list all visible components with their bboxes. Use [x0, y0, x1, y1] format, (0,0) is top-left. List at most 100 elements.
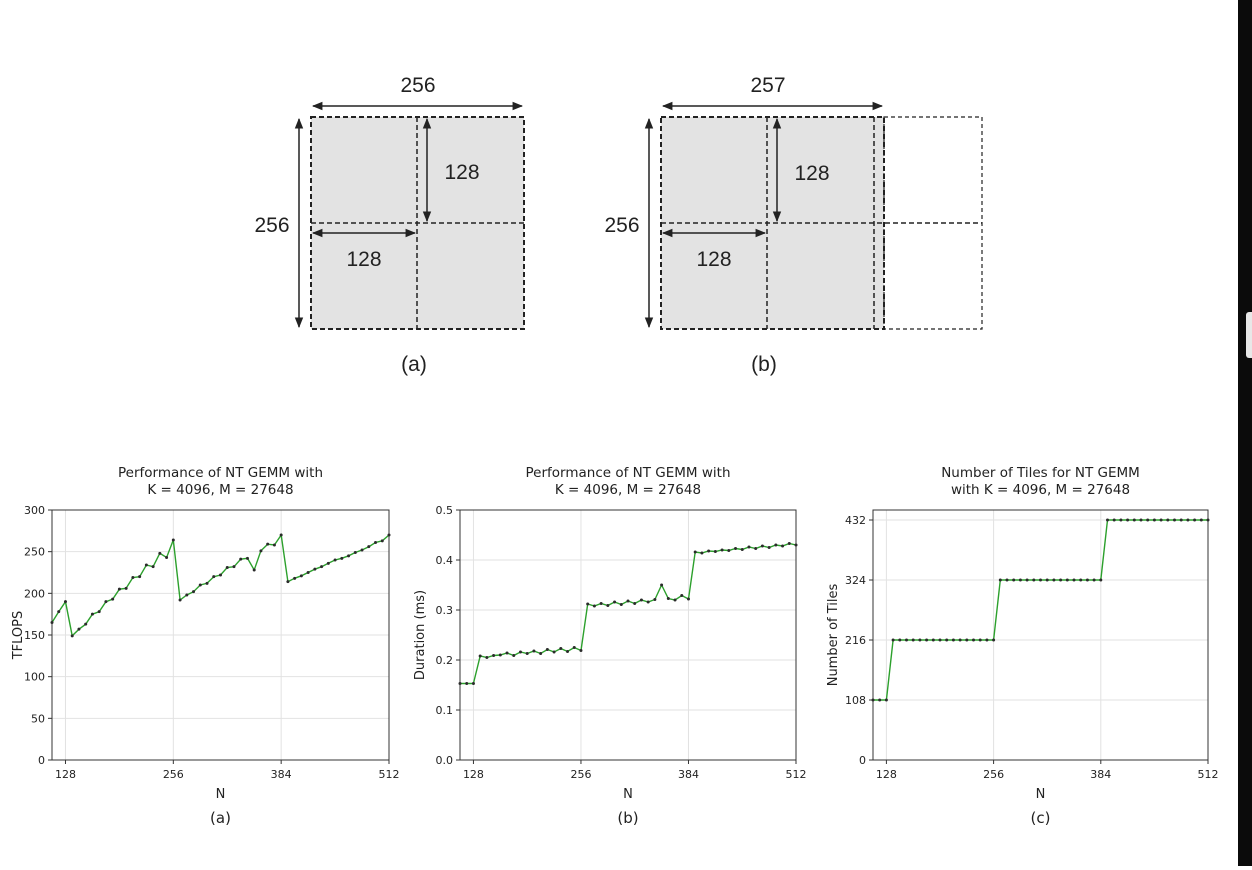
- y-tick-label: 0: [859, 754, 866, 767]
- data-point: [306, 571, 310, 574]
- data-point: [458, 682, 462, 685]
- y-tick-label: 0.1: [436, 704, 454, 717]
- data-point: [1079, 578, 1083, 582]
- data-point: [1193, 518, 1197, 522]
- data-point: [185, 593, 189, 597]
- y-tick-label: 324: [845, 574, 866, 587]
- data-point: [626, 599, 630, 603]
- data-point: [232, 565, 236, 569]
- y-tick-label: 200: [24, 587, 45, 600]
- data-point: [972, 638, 975, 642]
- data-point: [754, 547, 758, 550]
- data-point: [781, 544, 785, 548]
- chart-title: Performance of NT GEMM with: [118, 465, 323, 481]
- y-tick-label: 0.0: [436, 754, 454, 767]
- data-point: [178, 598, 182, 602]
- data-point: [512, 654, 516, 657]
- data-point: [1112, 518, 1116, 522]
- data-point: [151, 565, 155, 569]
- data-point: [367, 545, 371, 549]
- data-point: [1186, 518, 1190, 522]
- data-point: [599, 602, 603, 605]
- data-point: [1025, 578, 1029, 582]
- y-tick-label: 300: [24, 504, 45, 517]
- x-axis-label: N: [1036, 787, 1046, 802]
- data-point: [225, 566, 229, 569]
- data-point: [579, 649, 583, 652]
- width-label: 256: [400, 74, 435, 97]
- y-tick-label: 100: [24, 671, 45, 684]
- data-point: [774, 543, 778, 547]
- data-point: [592, 604, 596, 608]
- x-tick-label: 128: [55, 768, 76, 781]
- data-point: [131, 576, 135, 579]
- data-point: [1152, 518, 1156, 522]
- side-panel-handle[interactable]: [1246, 312, 1252, 358]
- data-point: [1132, 518, 1136, 522]
- data-point: [353, 551, 357, 554]
- plot-frame: [872, 509, 1209, 761]
- data-point: [158, 551, 162, 555]
- data-point: [266, 542, 270, 546]
- data-point: [767, 546, 771, 549]
- data-point: [471, 682, 475, 685]
- data-point: [1119, 518, 1123, 522]
- data-point: [566, 650, 570, 653]
- data-point: [532, 649, 536, 653]
- chart-3: 128 256 384 512 0 108 216 324 432 Number of Tiles…: [826, 465, 1219, 827]
- chart-title: Number of Tiles for NT GEMM: [941, 465, 1140, 481]
- data-point: [673, 598, 677, 602]
- data-point: [740, 548, 744, 551]
- chart-title: Performance of NT GEMM with: [526, 465, 731, 481]
- charts-group: 128 256 384 512 0 50 100 150 200 250 300 Performanc…: [11, 465, 1219, 827]
- data-point: [70, 634, 74, 638]
- data-point: [286, 580, 290, 584]
- data-point: [320, 565, 324, 569]
- data-point: [498, 653, 502, 657]
- plot-frame: [459, 509, 797, 761]
- data-point: [252, 568, 256, 572]
- data-point: [891, 638, 895, 642]
- data-point: [1126, 518, 1130, 522]
- data-point: [1018, 578, 1022, 582]
- data-point: [518, 650, 522, 654]
- data-point: [707, 549, 711, 553]
- data-point: [1085, 578, 1089, 582]
- data-point: [360, 548, 364, 552]
- data-point: [720, 548, 724, 552]
- data-point: [613, 600, 617, 604]
- data-point: [794, 543, 798, 547]
- data-point: [559, 647, 563, 650]
- data-point: [911, 638, 915, 642]
- data-point: [646, 600, 650, 604]
- data-point: [633, 602, 637, 605]
- data-point: [931, 638, 935, 642]
- data-point: [680, 594, 684, 597]
- data-point: [938, 638, 942, 642]
- chart-1: 128 256 384 512 0 50 100 150 200 250 300 Performanc…: [11, 465, 400, 827]
- data-point: [465, 682, 469, 685]
- x-tick-label: 512: [786, 768, 807, 781]
- data-point: [653, 598, 657, 601]
- data-point: [918, 638, 922, 642]
- data-point: [700, 551, 704, 555]
- data-point: [387, 533, 391, 537]
- data-point: [747, 545, 751, 549]
- data-point: [63, 600, 67, 604]
- series-line: [873, 519, 1208, 701]
- chart-subtitle: K = 4096, M = 27648: [555, 482, 701, 498]
- data-point: [374, 541, 378, 544]
- height-label: 256: [254, 214, 289, 237]
- data-point: [117, 587, 121, 591]
- y-tick-label: 0.2: [436, 654, 454, 667]
- x-tick-label: 512: [379, 768, 400, 781]
- data-point: [1106, 518, 1109, 522]
- data-point: [1166, 518, 1170, 522]
- chart-subtitle: with K = 4096, M = 27648: [951, 482, 1130, 498]
- y-tick-label: 0: [38, 754, 45, 767]
- tile-diagram-a: 256 256 128 128 (a): [254, 74, 525, 376]
- data-point: [1146, 518, 1150, 522]
- y-tick-label: 0.4: [436, 554, 454, 567]
- data-point: [985, 638, 989, 642]
